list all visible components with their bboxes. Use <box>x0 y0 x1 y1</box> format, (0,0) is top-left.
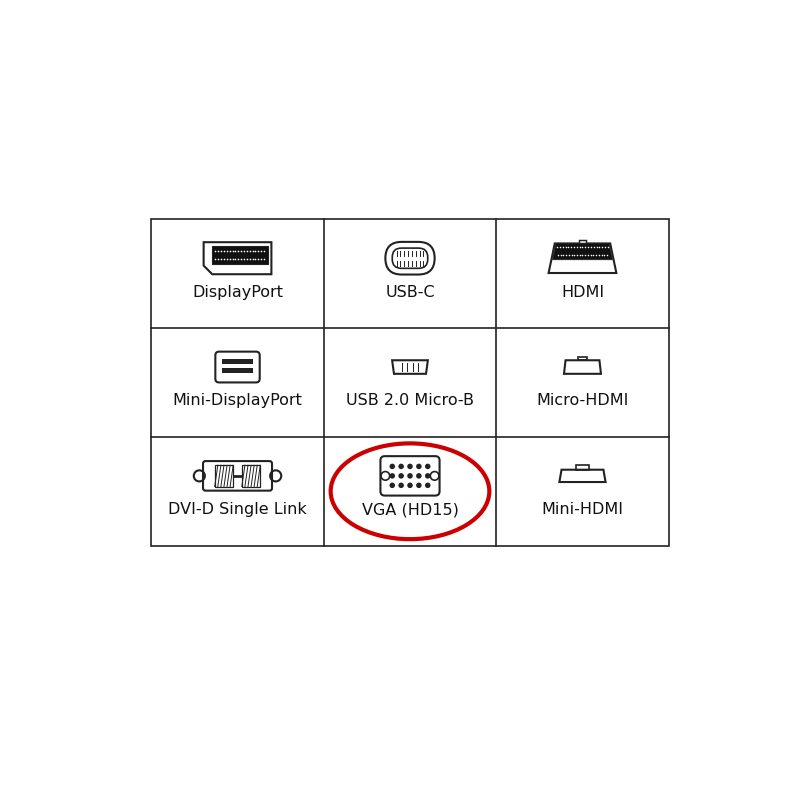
Text: Micro-HDMI: Micro-HDMI <box>536 394 629 409</box>
Bar <box>576 466 590 470</box>
Bar <box>578 240 586 243</box>
Circle shape <box>416 464 422 469</box>
Circle shape <box>398 473 404 478</box>
Text: Mini-DisplayPort: Mini-DisplayPort <box>173 394 302 409</box>
Circle shape <box>416 482 422 488</box>
Circle shape <box>425 482 430 488</box>
Circle shape <box>398 464 404 469</box>
Circle shape <box>390 464 395 469</box>
Bar <box>578 357 587 360</box>
Text: DVI-D Single Link: DVI-D Single Link <box>168 502 307 518</box>
Bar <box>242 466 260 486</box>
Bar <box>151 219 669 546</box>
Bar <box>222 359 254 364</box>
Bar <box>212 246 268 263</box>
Text: HDMI: HDMI <box>561 285 604 299</box>
Circle shape <box>407 464 413 469</box>
Circle shape <box>407 482 413 488</box>
Circle shape <box>390 482 395 488</box>
Circle shape <box>425 473 430 478</box>
Circle shape <box>390 473 395 478</box>
Text: USB-C: USB-C <box>385 285 435 299</box>
Text: USB 2.0 Micro-B: USB 2.0 Micro-B <box>346 394 474 409</box>
Polygon shape <box>553 243 612 260</box>
Circle shape <box>416 473 422 478</box>
Circle shape <box>407 473 413 478</box>
Text: Mini-HDMI: Mini-HDMI <box>542 502 623 518</box>
Text: DisplayPort: DisplayPort <box>192 285 283 299</box>
Circle shape <box>425 464 430 469</box>
Bar <box>214 466 234 486</box>
Circle shape <box>398 482 404 488</box>
Text: VGA (HD15): VGA (HD15) <box>362 502 458 518</box>
Bar <box>222 368 254 373</box>
